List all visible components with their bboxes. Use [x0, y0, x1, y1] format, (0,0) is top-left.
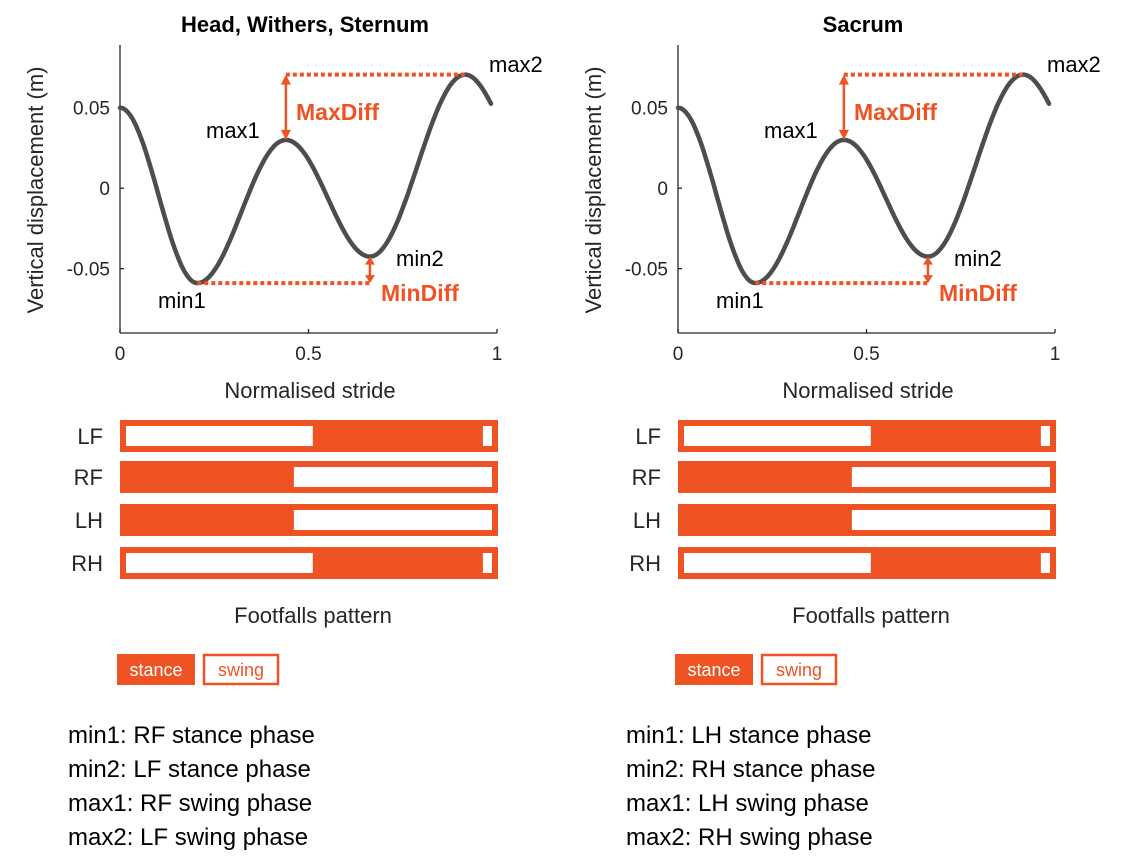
y-tick-label: -0.05: [67, 260, 110, 281]
phase-note: min2: LF stance phase: [68, 756, 311, 783]
footfalls-title: Footfalls pattern: [792, 603, 950, 628]
legend-swing-box: [202, 653, 280, 686]
panel-1: Sacrum 0 0.5 1 0.05 0 -0.05 Vertical displaceme…: [581, 12, 1101, 851]
legend-swing-label: swing: [218, 660, 264, 680]
chart-title: Head, Withers, Sternum: [181, 12, 429, 37]
x-tick-label: 0: [673, 344, 684, 365]
stance-segment: [678, 504, 852, 536]
y-tick-label: 0.05: [73, 99, 110, 120]
label-max2: max2: [1047, 52, 1101, 77]
stance-segment: [120, 461, 294, 493]
stance-segment: [870, 547, 1041, 579]
stance-segment: [312, 547, 483, 579]
y-tick-label: 0: [657, 179, 668, 200]
footfall-row-label: LF: [635, 424, 661, 449]
phase-note: min1: LH stance phase: [626, 722, 871, 749]
label-min1: min1: [158, 288, 206, 313]
footfall-row-label: LF: [77, 424, 103, 449]
chart-title: Sacrum: [823, 12, 904, 37]
displacement-curve: [117, 72, 494, 286]
label-max-diff: MaxDiff: [296, 99, 379, 125]
stance-segment: [870, 420, 1041, 452]
legend-stance-box: [117, 654, 195, 685]
x-tick-label: 0.5: [295, 344, 321, 365]
legend-stance-label: stance: [687, 660, 740, 680]
label-min2: min2: [954, 246, 1002, 271]
y-tick-label: -0.05: [625, 260, 668, 281]
stance-segment: [312, 420, 483, 452]
label-max-diff: MaxDiff: [854, 99, 937, 125]
footfall-row-label: RH: [629, 551, 661, 576]
phase-note: min1: RF stance phase: [68, 722, 315, 749]
y-axis-label: Vertical displacement (m): [581, 67, 606, 314]
x-tick-label: 1: [1050, 344, 1061, 365]
x-axis-label: Normalised stride: [782, 378, 953, 403]
y-axis-label: Vertical displacement (m): [23, 67, 48, 314]
phase-note: max2: RH swing phase: [626, 824, 873, 851]
label-max2: max2: [489, 52, 543, 77]
footfall-row-label: RF: [74, 465, 103, 490]
footfall-row-label: RF: [632, 465, 661, 490]
phase-note: max1: RF swing phase: [68, 790, 312, 817]
stance-segment: [678, 461, 852, 493]
label-max1: max1: [206, 118, 260, 143]
label-min2: min2: [396, 246, 444, 271]
label-min1: min1: [716, 288, 764, 313]
label-min-diff: MinDiff: [381, 280, 459, 306]
x-tick-label: 0.5: [853, 344, 879, 365]
displacement-curve: [675, 72, 1052, 286]
x-tick-label: 1: [492, 344, 503, 365]
x-tick-label: 0: [115, 344, 126, 365]
footfall-row-label: RH: [71, 551, 103, 576]
footfalls-title: Footfalls pattern: [234, 603, 392, 628]
y-tick-label: 0.05: [631, 99, 668, 120]
x-axis-label: Normalised stride: [224, 378, 395, 403]
label-max1: max1: [764, 118, 818, 143]
phase-note: max1: LH swing phase: [626, 790, 869, 817]
phase-note: min2: RH stance phase: [626, 756, 875, 783]
stance-segment: [120, 504, 294, 536]
arrowhead-icon: [364, 256, 375, 284]
legend-stance-label: stance: [129, 660, 182, 680]
legend-swing-label: swing: [776, 660, 822, 680]
legend-stance-box: [675, 654, 753, 685]
y-tick-label: 0: [99, 179, 110, 200]
footfall-row-label: LH: [633, 508, 661, 533]
legend-swing-box: [760, 653, 838, 686]
arrowhead-icon: [922, 256, 933, 284]
footfall-row-label: LH: [75, 508, 103, 533]
label-min-diff: MinDiff: [939, 280, 1017, 306]
panel-0: Head, Withers, Sternum 0 0.5 1 0.05 0 -0.05 Ver…: [23, 12, 543, 851]
phase-note: max2: LF swing phase: [68, 824, 308, 851]
